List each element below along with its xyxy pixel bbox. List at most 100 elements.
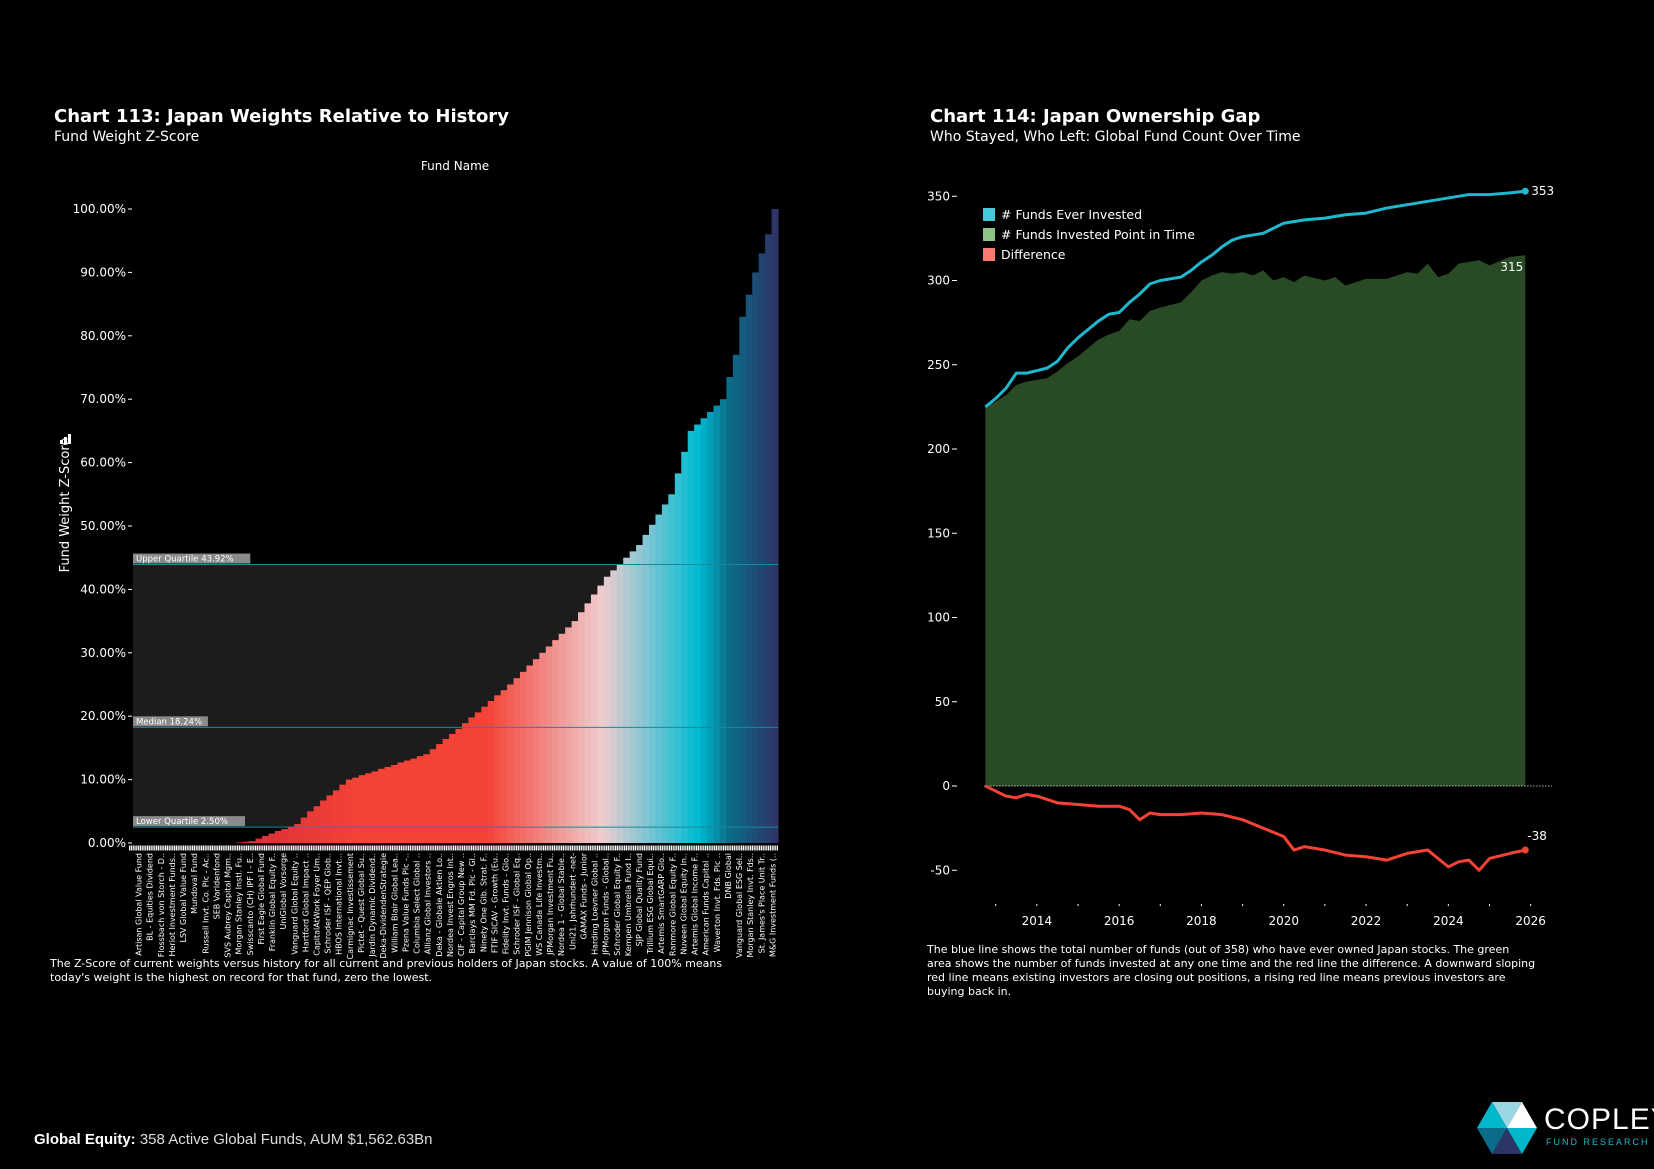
fund-name-label: Flossbach von Storch - D.. [157, 853, 166, 957]
fund-name-label: LSV Global Value Fund [179, 853, 188, 943]
bar [352, 777, 360, 843]
difference-end-label: -38 [1527, 829, 1547, 843]
bar [771, 209, 779, 843]
bar [436, 744, 444, 843]
bar [320, 800, 328, 843]
fund-name-label: Harding Loevner Global .. [591, 853, 600, 955]
y-tick-label: 60.00% [80, 456, 126, 470]
y-tick-label: 200 [927, 442, 950, 456]
y-tick-label: 250 [927, 358, 950, 372]
y-tick-label: 30.00% [80, 646, 126, 660]
bar [687, 430, 695, 843]
bar [545, 646, 553, 843]
bar [726, 377, 734, 843]
point-in-time-end-label: 315 [1500, 260, 1523, 274]
fund-name-label: Artisan Global Value Fund [135, 853, 144, 956]
legend-label: Difference [1001, 247, 1066, 262]
bar [442, 739, 450, 843]
fund-name-label: William Blair Global Lea.. [390, 853, 399, 953]
x-tick-label: 2014 [1022, 914, 1053, 928]
bar [416, 756, 424, 843]
fund-name-label: Swisscanto (CH) IPF I - E.. [246, 853, 255, 955]
y-tick-label: 100 [927, 611, 950, 625]
fund-name-label: St. James's Place Unit Tr.. [757, 853, 766, 953]
bar [236, 842, 244, 843]
bar [713, 405, 721, 843]
legend-swatch [983, 208, 995, 221]
fund-name-label: Artemis Global Income F.. [691, 853, 700, 955]
fund-name-label: Pictet - Quest Global Su.. [357, 853, 366, 953]
fund-name-label: GAMAX Funds - Junior [579, 852, 588, 939]
x-tick-label: 2018 [1186, 914, 1217, 928]
fund-name-label: Uni21. Jahrhundert -net- [568, 853, 577, 950]
bar [397, 762, 405, 843]
fund-name-label: Deka - Globale Aktien Lo.. [435, 853, 444, 957]
bar [668, 494, 676, 843]
point-in-time-area [985, 255, 1526, 787]
fund-name-label: Nordea Invest Engros Int.. [446, 853, 455, 957]
bar [474, 712, 482, 843]
x-axis-title: Fund Name [421, 159, 489, 173]
bar [623, 557, 631, 843]
bar [655, 514, 663, 843]
bar [558, 633, 566, 843]
bar [242, 841, 250, 843]
bar [552, 640, 560, 843]
left-chart-subtitle: Fund Weight Z-Score [54, 129, 200, 145]
bar [371, 771, 379, 843]
bar [739, 316, 747, 843]
difference-line [984, 784, 1526, 872]
y-tick-label: 70.00% [80, 392, 126, 406]
fund-name-label: Schroder ISF - QEP Glob.. [324, 853, 333, 954]
bar [513, 678, 521, 843]
fund-name-label: Pzena Value Funds Plc -.. [401, 853, 410, 952]
y-tick-label: 50.00% [80, 519, 126, 533]
fund-name-label: Vanguard Global ESG Sel.. [735, 853, 744, 958]
bar [294, 823, 302, 843]
reference-label-bg [133, 816, 245, 827]
fund-name-label: Artemis SmartGARP Glo.. [657, 853, 666, 954]
bar [719, 399, 727, 843]
fund-name-label: SEB Varldenfond [212, 853, 221, 919]
y-tick-label: 0.00% [88, 836, 126, 850]
bar [403, 760, 411, 843]
y-tick-label: 50 [935, 695, 950, 709]
bar [681, 451, 689, 843]
fund-name-label: Waverton Invt. Fds. Plc .. [713, 853, 722, 952]
fund-name-label: DNB Global [724, 853, 733, 899]
fund-name-label: Nordea 1 - Global Stable.. [557, 853, 566, 956]
fund-name-label: HBOS International Invt... [335, 853, 344, 955]
bar [642, 534, 650, 843]
bar-chart-icon [60, 434, 71, 444]
bar [758, 253, 766, 843]
bar [674, 473, 682, 843]
left-chart: Fund Name Fund Weight Z-Score Upper Quar… [58, 159, 779, 959]
bar [590, 594, 598, 843]
fund-name-label: Schroder ISF - Global Eq.. [513, 853, 522, 955]
fund-name-label: WS Canada Life Investm.. [535, 853, 544, 956]
fund-name-label: Allianz Global Investors .. [424, 853, 433, 954]
y-tick-label: 300 [927, 274, 950, 288]
bar [339, 784, 347, 843]
left-chart-caption: The Z-Score of current weights versus hi… [50, 957, 723, 984]
logo-name: COPLEY [1544, 1103, 1654, 1136]
fund-name-label: Heriot Investment Funds.. [168, 853, 177, 957]
bar [752, 272, 760, 843]
bar [287, 826, 295, 843]
bar [326, 795, 334, 843]
bar [532, 659, 540, 843]
left-chart-title: Chart 113: Japan Weights Relative to His… [54, 106, 509, 127]
y-tick-label: 80.00% [80, 329, 126, 343]
y-tick-label: 20.00% [80, 709, 126, 723]
reference-label: Lower Quartile 2.50% [136, 817, 228, 827]
fund-name-label: First Eagle Global Fund [257, 853, 266, 945]
reference-label: Upper Quartile 43.92% [136, 555, 234, 565]
fund-name-label: JPMorgan Investment Fu.. [546, 853, 555, 956]
footer-summary: Global Equity: 358 Active Global Funds, … [34, 1131, 433, 1148]
y-tick-label: 150 [927, 526, 950, 540]
bar [507, 684, 515, 843]
fund-name-label: Trillium ESG Global Equi.. [646, 853, 655, 955]
bar [700, 418, 708, 843]
fund-name-label: Ranmore Global Equity F.. [668, 853, 677, 956]
bar [610, 570, 618, 843]
